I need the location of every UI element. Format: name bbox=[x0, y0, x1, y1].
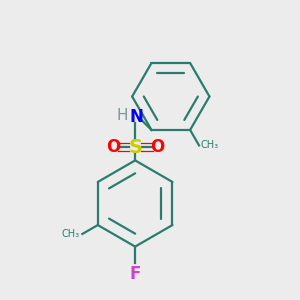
Text: O: O bbox=[106, 138, 120, 156]
Text: O: O bbox=[150, 138, 165, 156]
Text: S: S bbox=[128, 137, 142, 157]
Text: CH₃: CH₃ bbox=[200, 140, 219, 150]
Text: N: N bbox=[130, 108, 144, 126]
Text: H: H bbox=[117, 108, 128, 123]
Text: F: F bbox=[130, 265, 141, 283]
Text: CH₃: CH₃ bbox=[62, 229, 80, 239]
